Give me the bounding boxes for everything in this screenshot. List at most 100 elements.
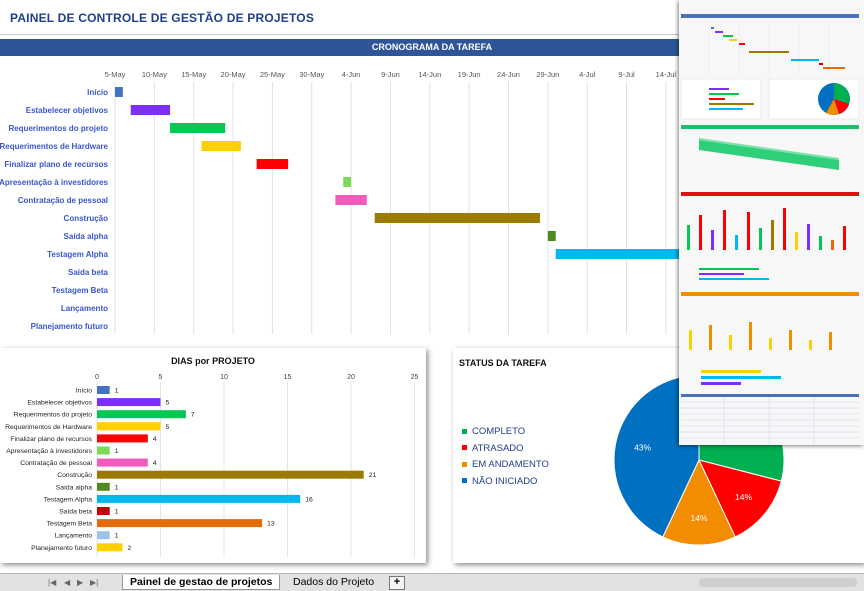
- days-bar: [97, 482, 110, 491]
- days-bar: [97, 434, 148, 443]
- days-category-label: Planejamento futuro: [31, 545, 92, 552]
- days-chart-panel: [0, 348, 426, 563]
- gantt-task-label: Testagem Beta: [52, 286, 109, 295]
- gantt-task-label: Saída alpha: [64, 232, 109, 241]
- days-bar: [97, 446, 110, 455]
- gantt-x-tick-label: 24-Jun: [497, 70, 520, 79]
- tab-dashboard[interactable]: Painel de gestao de projetos: [122, 575, 281, 590]
- gantt-x-tick-label: 30-May: [299, 70, 324, 79]
- gantt-x-tick-label: 20-May: [221, 70, 246, 79]
- days-value-label: 1: [115, 484, 119, 491]
- horizontal-scrollbar[interactable]: [699, 578, 857, 587]
- add-sheet-button[interactable]: +: [389, 576, 405, 590]
- days-category-label: Testagem Alpha: [44, 496, 93, 503]
- status-legend-item: NÃO INICIADO: [462, 476, 537, 487]
- status-legend-item: COMPLETO: [462, 426, 525, 437]
- pie-value-label: 43%: [634, 442, 651, 452]
- gantt-bar: [170, 123, 226, 133]
- gantt-task-label: Contratação de pessoal: [18, 196, 108, 205]
- gantt-task-label: Finalizar plano de recursos: [4, 160, 108, 169]
- gantt-x-tick-label: 5-May: [105, 70, 126, 79]
- days-bar: [97, 458, 148, 467]
- status-chart-title: STATUS DA TAREFA: [459, 358, 547, 368]
- legend-label: NÃO INICIADO: [472, 475, 538, 487]
- gantt-bar: [555, 249, 682, 259]
- days-bar: [97, 507, 110, 515]
- gantt-task-label: Lançamento: [61, 304, 108, 313]
- gantt-task-label: Requerimentos de Hardware: [0, 142, 109, 151]
- legend-label: EM ANDAMENTO: [472, 459, 549, 470]
- first-sheet-button[interactable]: |◀: [48, 578, 57, 587]
- days-category-label: Saída alpha: [56, 484, 93, 491]
- days-category-label: Apresentação à investidores: [6, 448, 92, 455]
- days-category-label: Estabelecer objetivos: [27, 400, 92, 407]
- legend-swatch: [462, 478, 467, 484]
- gantt-x-tick-label: 19-Jun: [458, 70, 481, 79]
- gantt-bar: [201, 141, 241, 151]
- gantt-x-tick-label: 14-Jul: [656, 70, 677, 79]
- days-x-tick-label: 10: [220, 374, 228, 381]
- days-value-label: 4: [153, 436, 157, 443]
- status-legend-item: ATRASADO: [462, 443, 524, 454]
- gantt-x-tick-label: 14-Jun: [418, 70, 441, 79]
- pie-value-label: 14%: [735, 492, 752, 502]
- days-bar: [97, 422, 161, 431]
- dashboard-preview-thumbnail[interactable]: [679, 0, 864, 445]
- gantt-task-label: Início: [87, 88, 108, 97]
- days-value-label: 1: [115, 448, 119, 455]
- days-x-tick-label: 15: [284, 374, 292, 381]
- pie-slice: [613, 374, 700, 538]
- days-category-label: Contratação de pessoal: [20, 460, 92, 467]
- gantt-bar: [115, 87, 123, 97]
- pie-slice: [662, 458, 736, 546]
- days-x-tick-label: 0: [95, 374, 99, 381]
- days-value-label: 2: [127, 545, 131, 552]
- prev-sheet-button[interactable]: ◀: [64, 578, 71, 587]
- gantt-x-tick-label: 9-Jun: [381, 70, 400, 79]
- days-x-tick-label: 20: [347, 374, 355, 381]
- days-value-label: 1: [115, 509, 119, 516]
- next-sheet-button[interactable]: ▶: [77, 578, 84, 587]
- pie-slice: [698, 459, 782, 538]
- days-bar: [97, 519, 263, 528]
- days-value-label: 7: [191, 412, 195, 419]
- days-bar: [97, 494, 301, 503]
- gantt-task-label: Apresentação à investidores: [0, 178, 109, 187]
- days-bar: [97, 386, 110, 394]
- legend-swatch: [462, 428, 467, 434]
- thumbnail-graphic: [679, 0, 864, 445]
- days-category-label: Início: [76, 388, 92, 395]
- days-chart-title: DIAS por PROJETO: [171, 356, 255, 366]
- gantt-bar: [335, 195, 367, 205]
- gantt-bar: [547, 231, 556, 241]
- gantt-bar: [343, 177, 352, 187]
- days-bar: [97, 410, 186, 419]
- legend-label: ATRASADO: [472, 442, 524, 454]
- gantt-x-tick-label: 10-May: [142, 70, 167, 79]
- last-sheet-button[interactable]: ▶|: [90, 578, 99, 587]
- days-value-label: 1: [115, 388, 119, 395]
- gantt-x-tick-label: 15-May: [181, 70, 206, 79]
- days-category-label: Construção: [57, 472, 92, 479]
- gantt-bar: [256, 159, 289, 169]
- days-value-label: 13: [267, 521, 275, 528]
- days-category-label: Testagem Beta: [47, 521, 93, 528]
- days-category-label: Finalizar plano de recursos: [10, 436, 92, 443]
- gantt-task-label: Testagem Alpha: [47, 250, 108, 259]
- days-value-label: 4: [153, 460, 157, 467]
- gantt-x-tick-label: 4-Jul: [579, 70, 596, 79]
- title-divider: [0, 34, 864, 35]
- pie-value-label: 14%: [690, 513, 707, 523]
- gantt-x-tick-label: 9-Jul: [618, 70, 635, 79]
- tab-project-data[interactable]: Dados do Projeto: [293, 576, 375, 588]
- days-category-label: Saída beta: [59, 509, 92, 516]
- gantt-x-tick-label: 25-May: [260, 70, 285, 79]
- days-bar: [97, 543, 123, 552]
- gantt-task-label: Requerimentos do projeto: [8, 124, 108, 133]
- days-category-label: Lançamento: [55, 533, 93, 540]
- days-value-label: 5: [166, 400, 170, 407]
- days-x-tick-label: 5: [159, 374, 163, 381]
- days-x-tick-label: 25: [411, 374, 419, 381]
- days-bar: [97, 470, 364, 479]
